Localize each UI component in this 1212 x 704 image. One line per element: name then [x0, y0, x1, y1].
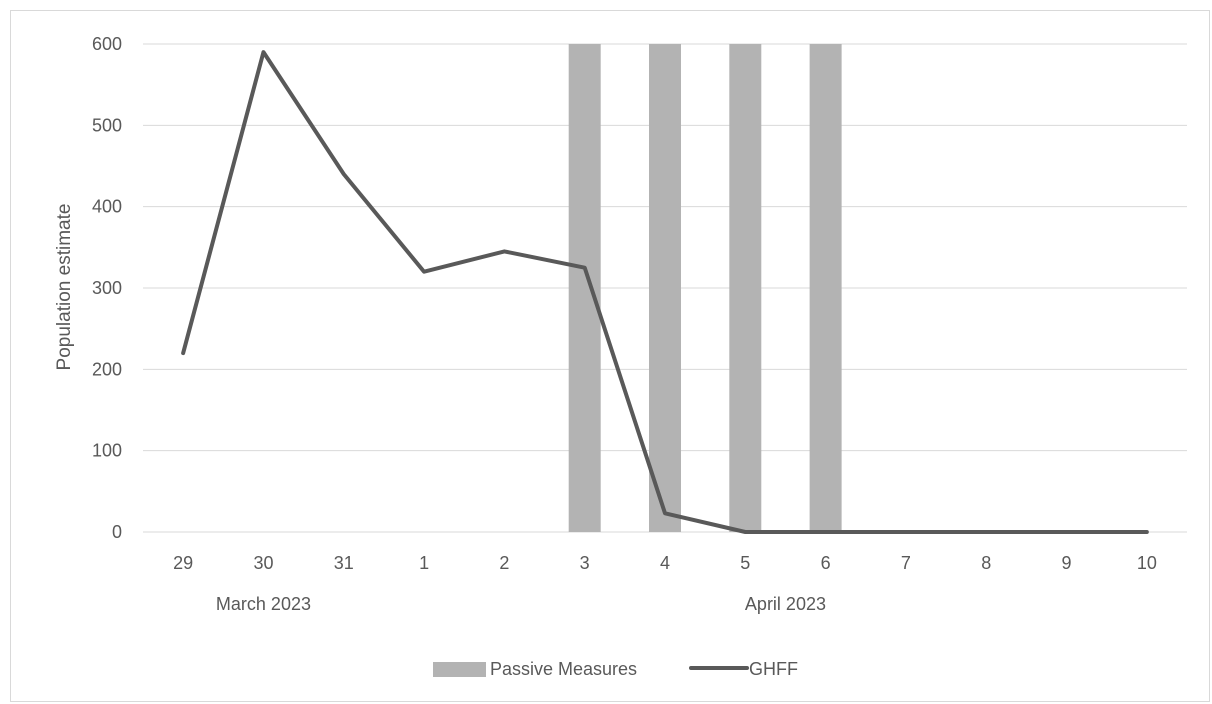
- y-tick-label: 100: [92, 441, 122, 461]
- y-axis-title: Population estimate: [54, 204, 75, 371]
- passive-measures-bar: [729, 44, 762, 532]
- y-tick-label: 400: [92, 197, 122, 217]
- month-label: April 2023: [745, 594, 826, 614]
- x-tick-label: 31: [334, 553, 354, 573]
- passive-measures-bar: [568, 44, 601, 532]
- passive-measures-bar: [649, 44, 681, 532]
- x-tick-label: 1: [419, 553, 429, 573]
- x-tick-label: 5: [740, 553, 750, 573]
- x-axis-tick-labels: 29 30 31 1 2 3 4 5 6 7 8 9 10: [173, 553, 1157, 573]
- y-tick-label: 300: [92, 278, 122, 298]
- x-tick-label: 30: [253, 553, 273, 573]
- chart-frame: 0 100 200 300 400 500 600 29 30 31 1 2 3 4 5 6 7 8 9 10 Ma…: [10, 10, 1210, 702]
- x-tick-label: 2: [499, 553, 509, 573]
- legend-swatch-passive-measures: [433, 662, 486, 677]
- y-tick-label: 200: [92, 359, 122, 379]
- x-tick-label: 7: [901, 553, 911, 573]
- legend: Passive Measures GHFF: [433, 659, 798, 679]
- x-tick-label: 8: [981, 553, 991, 573]
- x-tick-label: 10: [1137, 553, 1157, 573]
- chart-svg: 0 100 200 300 400 500 600 29 30 31 1 2 3 4 5 6 7 8 9 10 Ma…: [54, 34, 1187, 679]
- passive-measures-bars: [568, 44, 842, 532]
- passive-measures-bar: [809, 44, 842, 532]
- y-tick-label: 500: [92, 115, 122, 135]
- y-tick-label: 0: [112, 522, 122, 542]
- y-axis-tick-labels: 0 100 200 300 400 500 600: [92, 34, 122, 542]
- x-tick-label: 9: [1062, 553, 1072, 573]
- legend-label-ghff: GHFF: [749, 659, 798, 679]
- ghff-line-layer: [181, 50, 1149, 534]
- y-tick-label: 600: [92, 34, 122, 54]
- x-tick-label: 4: [660, 553, 670, 573]
- month-label: March 2023: [216, 594, 311, 614]
- x-tick-label: 3: [580, 553, 590, 573]
- x-tick-label: 29: [173, 553, 193, 573]
- x-axis-month-labels: March 2023 April 2023: [216, 594, 826, 614]
- legend-label-passive-measures: Passive Measures: [490, 659, 637, 679]
- x-tick-label: 6: [821, 553, 831, 573]
